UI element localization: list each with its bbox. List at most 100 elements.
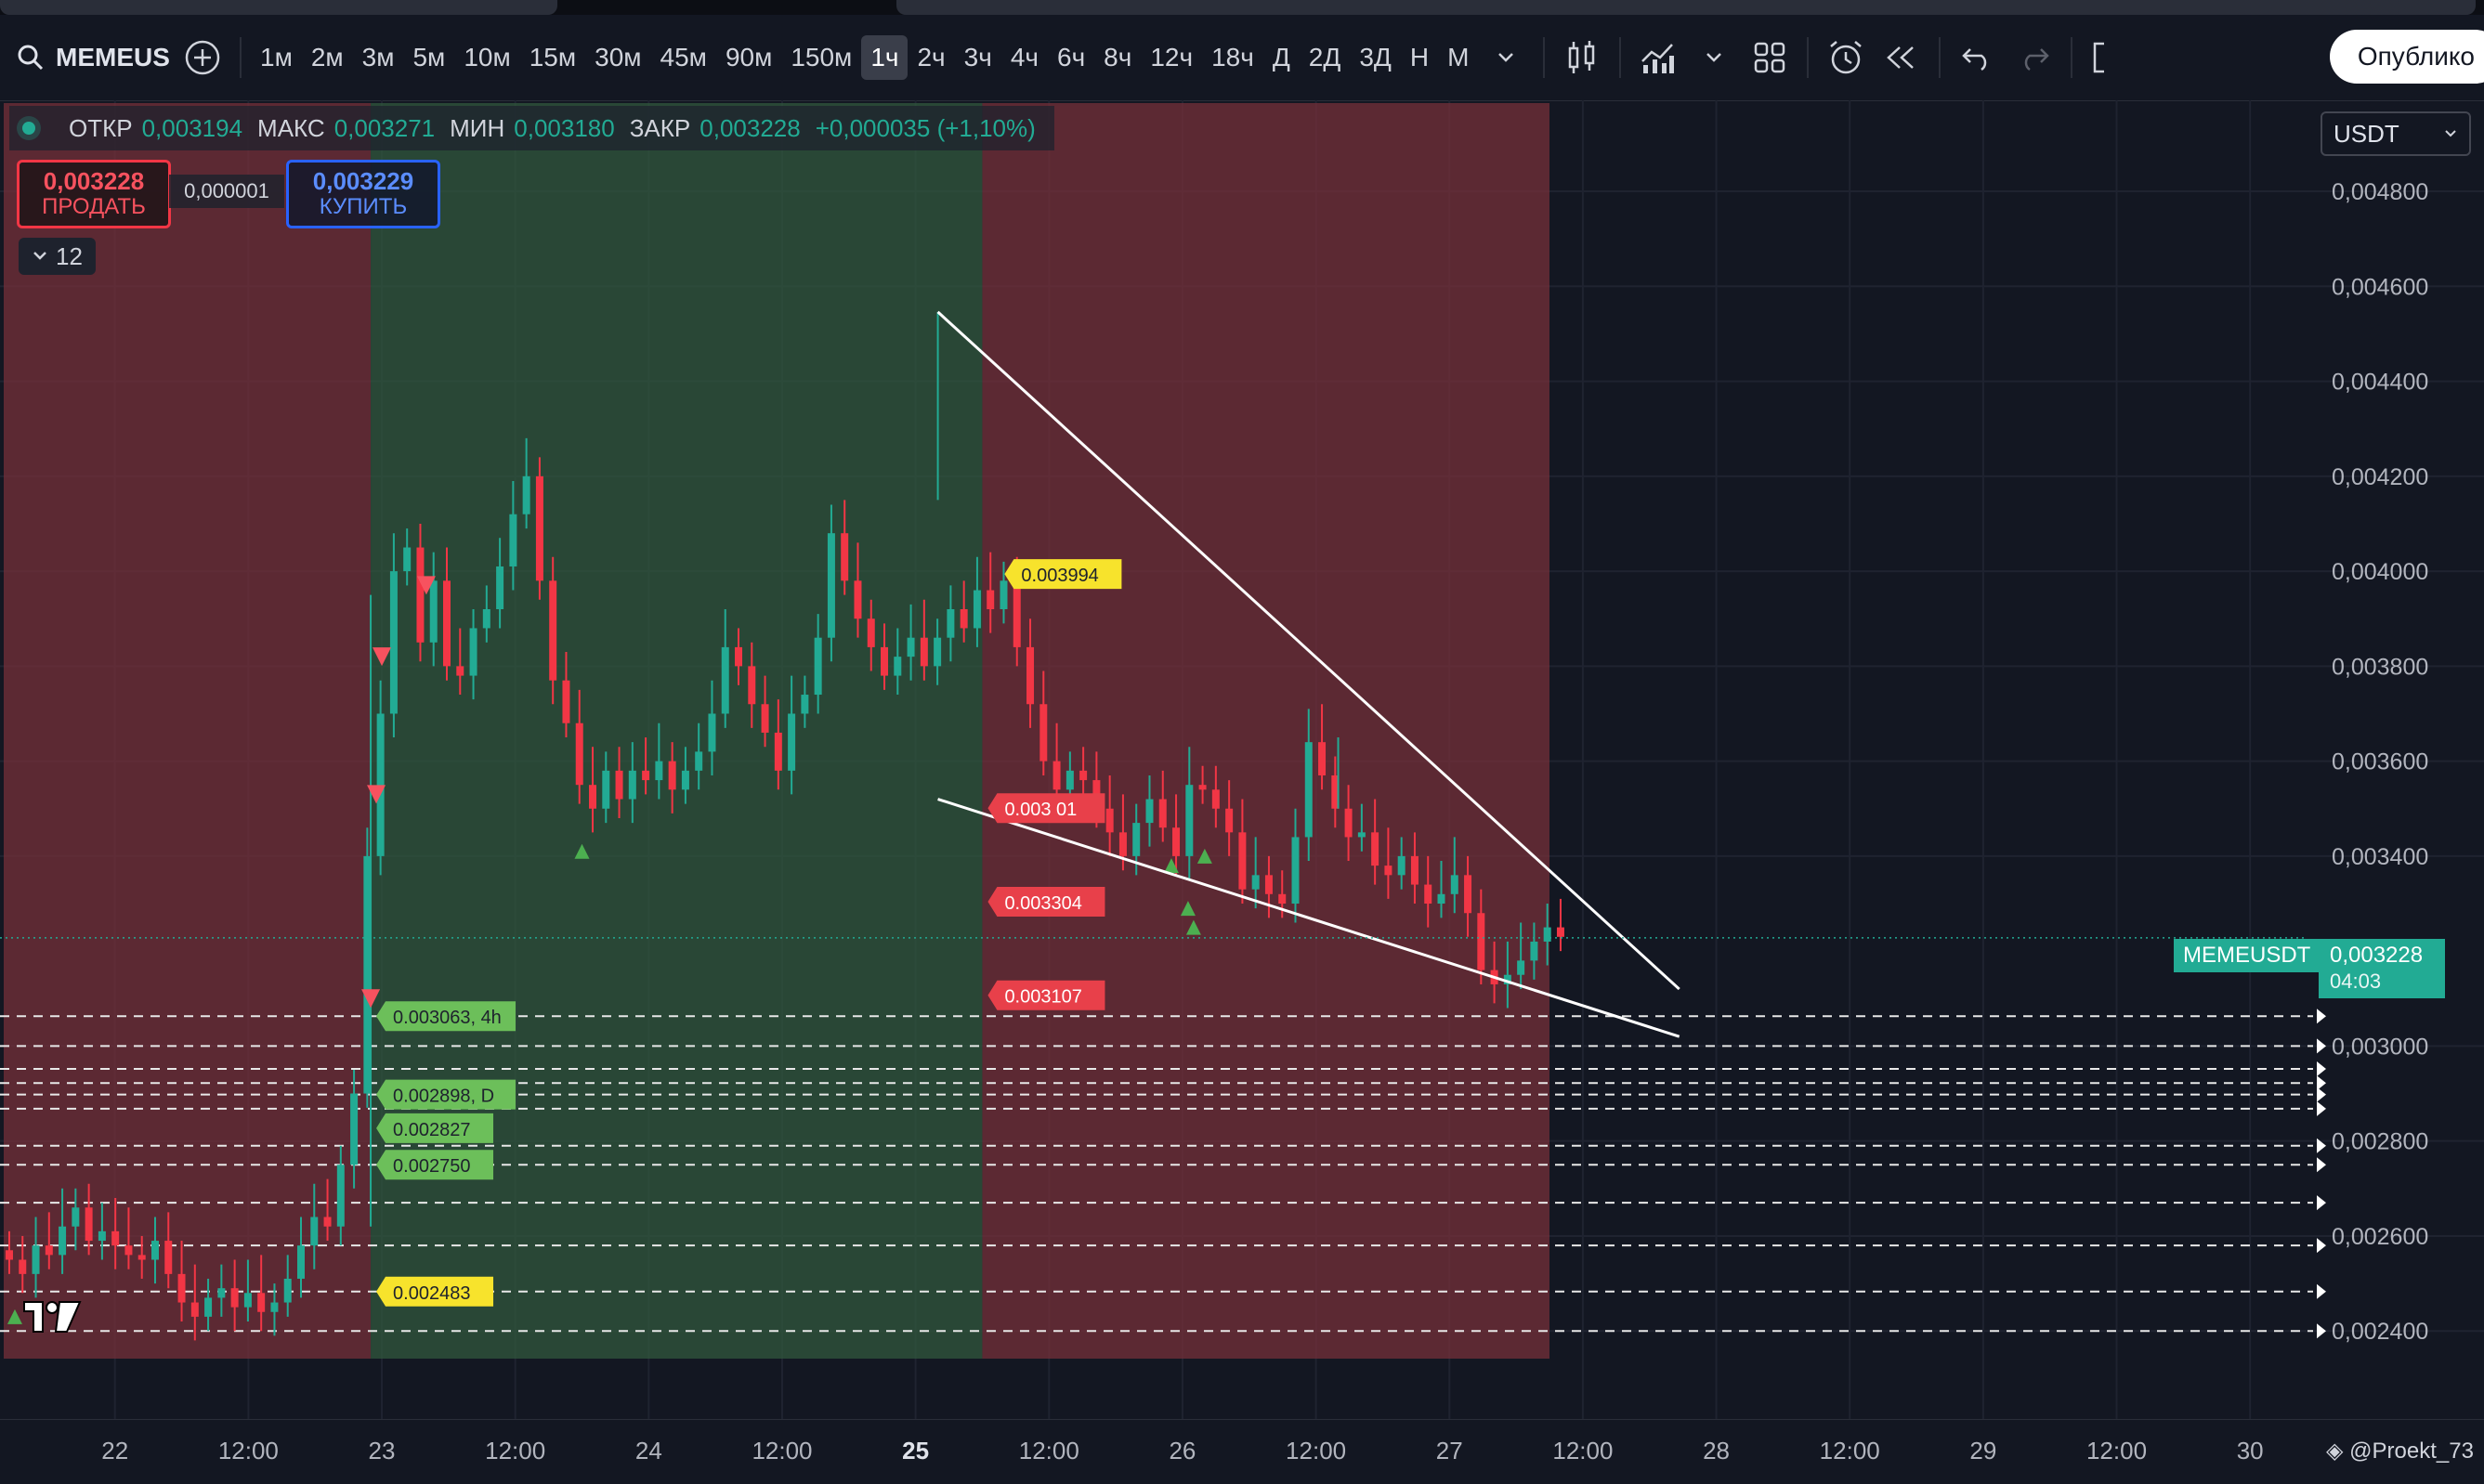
price-label-text: 0.002483 <box>393 1283 470 1304</box>
candle-body <box>429 580 438 643</box>
candle-body <box>1450 875 1458 894</box>
candle-body <box>788 713 796 771</box>
y-tick-label: 0,004000 <box>2332 559 2428 585</box>
publish-button[interactable]: Опублико <box>2329 30 2484 84</box>
time-axis[interactable]: 22 12:00 23 12:00 24 12:00 25 12:00 26 12:00 27 12:… <box>0 1419 2484 1479</box>
divider <box>240 37 242 78</box>
chart-type-button[interactable] <box>1562 37 1602 78</box>
alert-button[interactable] <box>1825 37 1866 78</box>
candle-body <box>1185 785 1194 856</box>
x-tick-label: 23 <box>369 1437 396 1464</box>
replay-button[interactable] <box>1881 37 1922 78</box>
undo-button[interactable] <box>1957 37 1998 78</box>
candle-body <box>589 785 597 809</box>
timeframe-10[interactable]: 1ч <box>861 35 909 80</box>
timeframe-17[interactable]: 18ч <box>1211 43 1254 72</box>
x-tick-label: 22 <box>101 1437 128 1464</box>
candle-body <box>1530 941 1538 961</box>
timeframe-9[interactable]: 150м <box>791 43 853 72</box>
x-tick-label: 12:00 <box>1286 1437 1346 1464</box>
timeframe-18[interactable]: Д <box>1272 43 1290 72</box>
timeframe-5[interactable]: 15м <box>529 43 577 72</box>
candle-body <box>681 770 689 790</box>
timeframe-4[interactable]: 10м <box>464 43 511 72</box>
buy-signal-icon <box>7 1308 22 1324</box>
candle-body <box>336 1165 345 1227</box>
candle-body <box>403 547 412 572</box>
timeframe-8[interactable]: 90м <box>725 43 773 72</box>
timeframe-3[interactable]: 5м <box>412 43 446 72</box>
level-marker-icon <box>2317 1195 2326 1211</box>
candle-body <box>217 1288 226 1298</box>
price-label-text: 0.002827 <box>393 1120 470 1140</box>
fullscreen-button[interactable] <box>2089 37 2108 78</box>
grid-icon <box>1755 42 1785 73</box>
timeframe-dropdown[interactable] <box>1485 37 1526 78</box>
candle-body <box>45 1245 53 1256</box>
candle-body <box>1331 775 1340 809</box>
buy-price: 0,003229 <box>312 167 414 195</box>
top-toolbar: MEMEUS 1м 2м 3м 5м 10м 15м 30м 45м 90м 150м 1ч 2ч 3ч… <box>0 15 2484 101</box>
zone-red <box>982 103 1549 1359</box>
timeframe-12[interactable]: 3ч <box>963 43 992 72</box>
trend-line <box>937 798 1680 1038</box>
indicators-collapse-button[interactable]: 12 <box>19 238 96 275</box>
candle-body <box>177 1273 186 1303</box>
candle-body <box>150 1241 159 1260</box>
compare-symbol-button[interactable] <box>182 37 223 78</box>
price-label-box <box>376 1276 494 1307</box>
indicators-dropdown[interactable] <box>1693 37 1734 78</box>
timeframe-19[interactable]: 2Д <box>1308 43 1341 72</box>
layouts-button[interactable] <box>1749 37 1790 78</box>
buy-button[interactable]: 0,003229 КУПИТЬ <box>286 160 440 228</box>
timeframe-14[interactable]: 6ч <box>1057 43 1086 72</box>
price-label-text: 0.003107 <box>1004 987 1081 1008</box>
candle-body <box>628 770 636 800</box>
price-label-box <box>987 886 1105 917</box>
timeframe-13[interactable]: 4ч <box>1010 43 1039 72</box>
indicators-button[interactable] <box>1638 37 1679 78</box>
timeframe-21[interactable]: Н <box>1409 43 1430 72</box>
symbol-search[interactable]: MEMEUS <box>17 43 175 72</box>
x-tick-label: 12:00 <box>218 1437 279 1464</box>
open-label: ОТКР <box>69 113 133 142</box>
timeframe-11[interactable]: 2ч <box>917 43 946 72</box>
x-tick-label: 26 <box>1169 1437 1196 1464</box>
time-axis-labels: 22 12:00 23 12:00 24 12:00 25 12:00 26 12:00 27 12:… <box>101 1437 2263 1464</box>
price-label-text: 0.002898, D <box>393 1087 494 1107</box>
price-chart[interactable]: 0.003994 0.003 01 0.003304 0.003107 0.003063… <box>0 100 2484 1419</box>
candle-body <box>987 590 995 609</box>
candle-body <box>1278 893 1287 905</box>
x-tick-label: 28 <box>1703 1437 1730 1464</box>
timeframe-16[interactable]: 12ч <box>1150 43 1194 72</box>
redo-button[interactable] <box>2013 37 2054 78</box>
sell-button[interactable]: 0,003228 ПРОДАТЬ <box>17 160 171 228</box>
buy-signal-icon <box>1180 901 1196 917</box>
candle-body <box>1503 974 1511 984</box>
candle-body <box>1251 875 1260 890</box>
timeframe-0[interactable]: 1м <box>260 43 293 72</box>
timeframe-7[interactable]: 45м <box>660 43 707 72</box>
candle-body <box>841 533 849 581</box>
currency-select[interactable]: USDT <box>2321 111 2471 156</box>
timeframe-2[interactable]: 3м <box>361 43 395 72</box>
candle-body <box>907 637 915 657</box>
candle-body <box>416 547 425 643</box>
tab-shape <box>0 0 557 15</box>
price-label-box <box>987 980 1105 1010</box>
candle-body <box>642 770 650 781</box>
bar-countdown: 04:03 <box>2330 970 2382 993</box>
buy-signal-icon <box>1196 848 1212 864</box>
level-marker-icon <box>2317 1283 2326 1299</box>
candle-body <box>1517 960 1525 975</box>
timeframe-22[interactable]: М <box>1447 43 1470 72</box>
author-watermark: ◈ @Proekt_73 <box>2326 1438 2474 1464</box>
candle-body <box>204 1297 213 1317</box>
timeframe-15[interactable]: 8ч <box>1104 43 1132 72</box>
timeframe-20[interactable]: 3Д <box>1359 43 1392 72</box>
ohlc-legend: ОТКР 0,003194 МАКС 0,003271 МИН 0,003180 ЗА… <box>9 106 1054 150</box>
timeframe-1[interactable]: 2м <box>310 43 344 72</box>
price-label-box <box>376 1079 516 1110</box>
candle-body <box>1026 646 1035 705</box>
timeframe-6[interactable]: 30м <box>595 43 642 72</box>
